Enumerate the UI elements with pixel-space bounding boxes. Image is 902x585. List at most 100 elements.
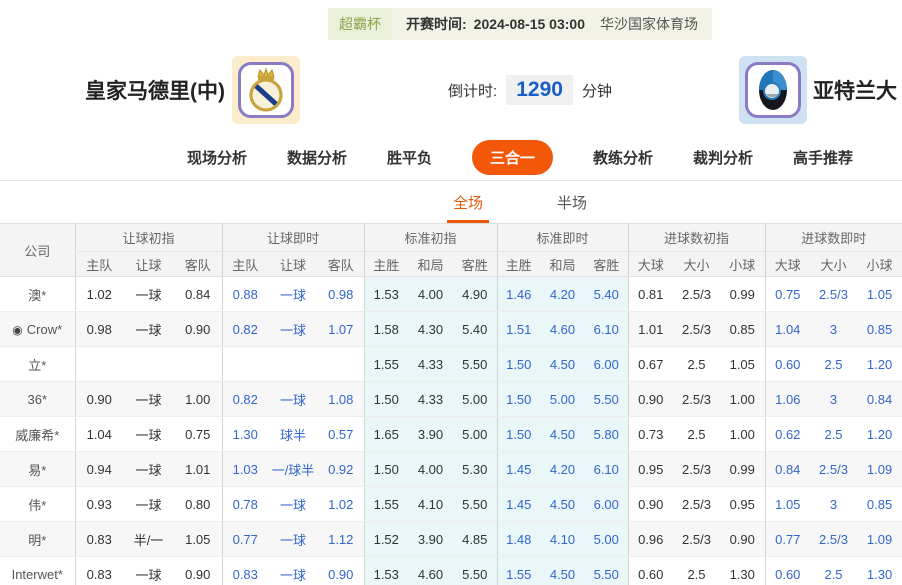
odds-cell: 4.33 (408, 381, 453, 417)
tab-referee-analysis[interactable]: 裁判分析 (693, 150, 754, 167)
odds-cell: 0.83 (74, 556, 123, 585)
tab-coach-analysis[interactable]: 教练分析 (593, 150, 654, 167)
odds-cell: 4.00 (408, 451, 453, 487)
col-header: 主胜 (363, 251, 408, 277)
odds-cell: 0.90 (74, 381, 123, 417)
odds-cell: 1.00 (720, 381, 766, 417)
odds-cell: 1.05 (174, 521, 222, 557)
company-cell[interactable]: 澳* (0, 276, 75, 312)
subtab-half-match[interactable]: 半场 (557, 195, 588, 212)
odds-cell: 0.85 (857, 311, 902, 347)
odds-cell: 0.85 (720, 311, 766, 347)
odds-cell: 1.12 (318, 521, 364, 557)
company-cell[interactable]: 立* (0, 346, 75, 382)
odds-row: 澳* 1.02 一球 0.84 0.88 一球 0.98 1.53 4.00 4.90 1.46 4.… (0, 276, 902, 312)
odds-cell: 1.65 (363, 416, 408, 452)
company-cell[interactable]: 伟* (0, 486, 75, 522)
odds-cell: 4.20 (540, 451, 585, 487)
odds-cell: 0.98 (318, 276, 364, 312)
odds-cell: 1.30 (221, 416, 268, 452)
odds-cell: 0.85 (857, 486, 902, 522)
col-header: 客队 (174, 251, 222, 277)
col-header: 大小 (810, 251, 858, 277)
odds-cell: 1.50 (363, 381, 408, 417)
company-cell[interactable]: 36* (0, 381, 75, 417)
odds-cell: 2.5/3 (810, 276, 858, 312)
odds-cell: 4.30 (408, 311, 453, 347)
odds-cell: 1.55 (496, 556, 540, 585)
tab-data-analysis[interactable]: 数据分析 (286, 150, 347, 167)
col-header: 小球 (720, 251, 766, 277)
odds-cell: 一球 (123, 276, 174, 312)
odds-cell: 0.93 (74, 486, 123, 522)
odds-cell: 0.81 (627, 276, 673, 312)
odds-cell: 0.75 (174, 416, 222, 452)
odds-row: 明* 0.83 半/一 1.05 0.77 一球 1.12 1.52 3.90 4.85 1.48 4… (0, 521, 902, 557)
odds-cell: 0.90 (627, 381, 673, 417)
subtab-full-match[interactable]: 全场 (446, 181, 489, 223)
odds-cell (123, 346, 174, 382)
home-crest-icon (238, 62, 294, 118)
odds-cell: 5.50 (453, 486, 497, 522)
odds-cell: 1.45 (496, 486, 540, 522)
group-header-standard-live: 标准即时 (496, 223, 628, 252)
odds-cell: 0.83 (221, 556, 268, 585)
company-cell[interactable]: 明* (0, 521, 75, 557)
odds-cell: 2.5/3 (673, 381, 720, 417)
odds-cell: 0.90 (174, 556, 222, 585)
col-header: 客胜 (453, 251, 497, 277)
odds-cell: 0.99 (720, 276, 766, 312)
tab-live-analysis[interactable]: 现场分析 (186, 150, 247, 167)
tab-three-in-one[interactable]: 三合一 (471, 140, 553, 175)
odds-cell: 半/一 (123, 521, 174, 557)
odds-cell: 6.00 (585, 486, 628, 522)
col-header: 主队 (74, 251, 123, 277)
col-header: 主队 (221, 251, 268, 277)
odds-cell: 2.5/3 (673, 276, 720, 312)
odds-cell: 0.77 (764, 521, 811, 557)
odds-cell: 4.60 (408, 556, 453, 585)
tab-expert-picks[interactable]: 高手推荐 (793, 150, 854, 167)
odds-cell: 1.09 (857, 451, 902, 487)
odds-cell: 3.90 (408, 521, 453, 557)
away-team-badge[interactable] (739, 56, 807, 124)
company-cell[interactable]: ◉ Crow* (0, 311, 75, 347)
odds-cell: 0.60 (764, 556, 811, 585)
odds-cell: 1.03 (221, 451, 268, 487)
away-team-name[interactable]: 亚特兰大 (813, 80, 897, 103)
col-header: 主胜 (496, 251, 540, 277)
odds-cell: 一球 (268, 556, 318, 585)
odds-cell: 0.95 (720, 486, 766, 522)
odds-cell: 0.88 (221, 276, 268, 312)
odds-cell: 3 (810, 311, 858, 347)
odds-cell: 5.50 (453, 556, 497, 585)
odds-cell: 一球 (268, 276, 318, 312)
odds-cell: 0.90 (318, 556, 364, 585)
odds-cell: 4.33 (408, 346, 453, 382)
odds-cell: 1.05 (857, 276, 902, 312)
countdown: 倒计时: 1290 分钟 (448, 75, 612, 105)
odds-cell: 1.30 (857, 556, 902, 585)
odds-cell: 6.00 (585, 346, 628, 382)
col-header: 小球 (857, 251, 902, 277)
odds-cell: 1.48 (496, 521, 540, 557)
home-team-name[interactable]: 皇家马德里(中) (85, 80, 225, 103)
odds-cell: 0.83 (74, 521, 123, 557)
odds-cell: 1.05 (720, 346, 766, 382)
home-team-badge[interactable] (232, 56, 300, 124)
odds-cell: 2.5/3 (810, 521, 858, 557)
odds-cell: 0.84 (764, 451, 811, 487)
odds-cell: 一/球半 (268, 451, 318, 487)
odds-cell (221, 346, 268, 382)
company-cell[interactable]: Interwet* (0, 556, 75, 585)
odds-cell: 0.77 (221, 521, 268, 557)
odds-cell: 5.00 (453, 381, 497, 417)
col-header: 让球 (268, 251, 318, 277)
odds-cell: 1.46 (496, 276, 540, 312)
company-cell[interactable]: 威廉希* (0, 416, 75, 452)
odds-cell: 6.10 (585, 451, 628, 487)
tab-win-draw-lose[interactable]: 胜平负 (386, 150, 432, 167)
odds-cell: 0.82 (221, 311, 268, 347)
company-cell[interactable]: 易* (0, 451, 75, 487)
odds-cell: 1.52 (363, 521, 408, 557)
